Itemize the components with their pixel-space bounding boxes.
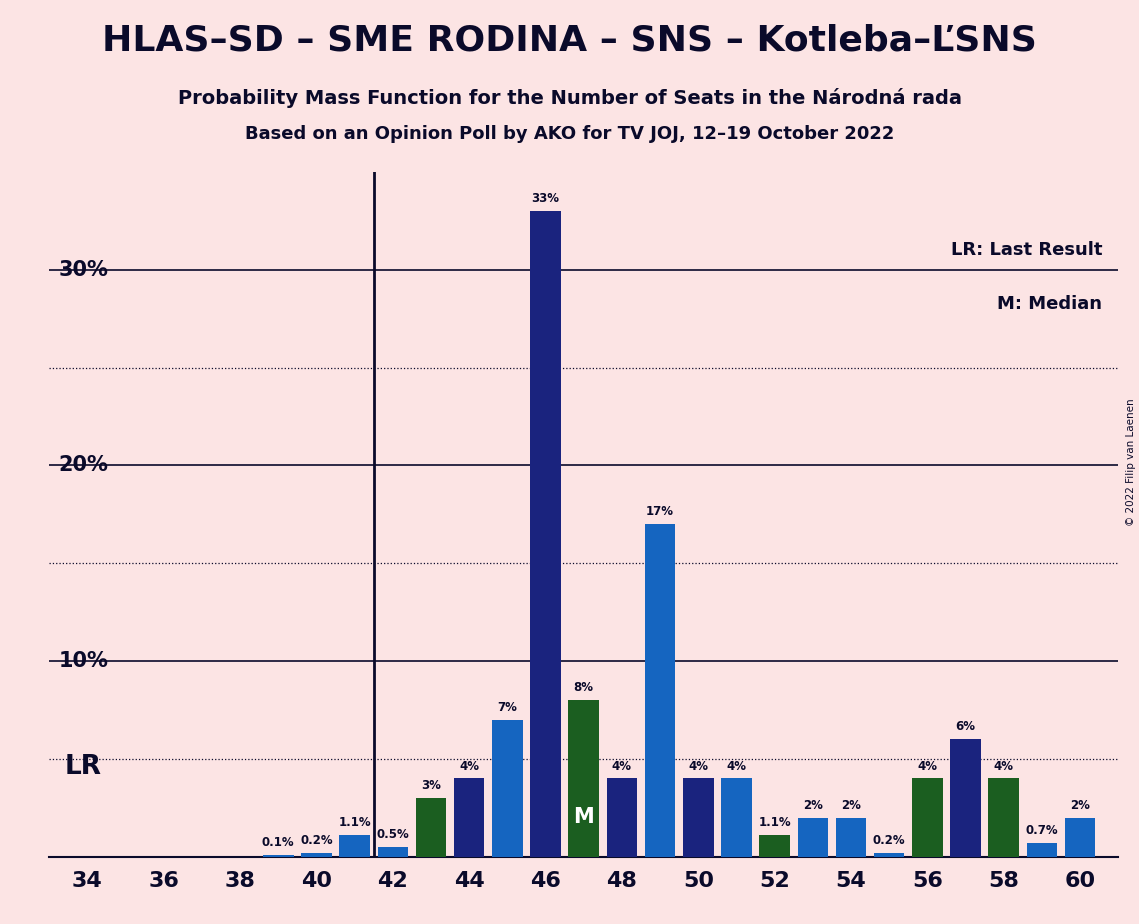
Bar (263, 855, 294, 857)
Bar (721, 778, 752, 857)
Bar (836, 818, 867, 857)
Text: 1.1%: 1.1% (338, 816, 371, 829)
Bar (645, 524, 675, 857)
Bar (339, 835, 370, 857)
Bar (1065, 818, 1096, 857)
Bar (683, 778, 713, 857)
Text: 17%: 17% (646, 505, 674, 518)
Text: 33%: 33% (532, 192, 559, 205)
Text: 3%: 3% (421, 779, 441, 792)
Bar (607, 778, 637, 857)
Text: 7%: 7% (498, 700, 517, 714)
Text: 4%: 4% (459, 760, 480, 772)
Bar (377, 847, 408, 857)
Text: 20%: 20% (59, 456, 108, 476)
Bar (989, 778, 1019, 857)
Text: 4%: 4% (917, 760, 937, 772)
Text: M: M (573, 808, 595, 827)
Text: LR: Last Result: LR: Last Result (951, 240, 1103, 259)
Text: LR: LR (65, 755, 101, 781)
Text: 8%: 8% (574, 681, 593, 694)
Text: M: Median: M: Median (998, 296, 1103, 313)
Text: 0.7%: 0.7% (1025, 824, 1058, 837)
Bar (454, 778, 484, 857)
Bar (912, 778, 943, 857)
Text: 10%: 10% (59, 651, 108, 671)
Bar (874, 853, 904, 857)
Text: 4%: 4% (612, 760, 632, 772)
Text: 0.2%: 0.2% (301, 833, 333, 847)
Bar (531, 212, 560, 857)
Text: © 2022 Filip van Laenen: © 2022 Filip van Laenen (1125, 398, 1136, 526)
Text: 2%: 2% (803, 798, 822, 811)
Bar (1026, 843, 1057, 857)
Text: 6%: 6% (956, 721, 976, 734)
Text: 4%: 4% (688, 760, 708, 772)
Bar (797, 818, 828, 857)
Text: HLAS–SD – SME RODINA – SNS – Kotleba–ĽSNS: HLAS–SD – SME RODINA – SNS – Kotleba–ĽSN… (103, 23, 1036, 57)
Text: 30%: 30% (59, 260, 108, 280)
Text: 2%: 2% (1071, 798, 1090, 811)
Text: 0.1%: 0.1% (262, 836, 295, 849)
Bar (492, 720, 523, 857)
Text: 4%: 4% (993, 760, 1014, 772)
Text: 0.5%: 0.5% (377, 828, 409, 841)
Text: 2%: 2% (841, 798, 861, 811)
Text: 1.1%: 1.1% (759, 816, 790, 829)
Bar (568, 700, 599, 857)
Bar (416, 798, 446, 857)
Bar (760, 835, 790, 857)
Text: Probability Mass Function for the Number of Seats in the Národná rada: Probability Mass Function for the Number… (178, 88, 961, 108)
Text: 0.2%: 0.2% (872, 833, 906, 847)
Text: 4%: 4% (727, 760, 746, 772)
Bar (950, 739, 981, 857)
Bar (301, 853, 331, 857)
Text: Based on an Opinion Poll by AKO for TV JOJ, 12–19 October 2022: Based on an Opinion Poll by AKO for TV J… (245, 125, 894, 142)
